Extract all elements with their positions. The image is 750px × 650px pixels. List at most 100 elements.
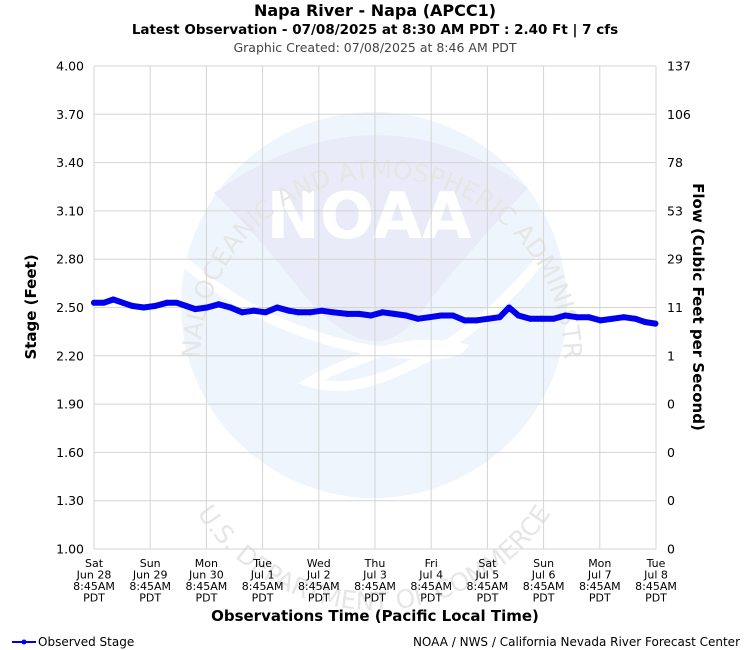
grid [93, 65, 657, 550]
y-axis-right-label: Flow (Cubic Feet per Second) [689, 183, 707, 431]
y-tick-label: 4.00 [56, 59, 84, 74]
y-tick-label: 3.10 [56, 203, 84, 218]
data-point [182, 302, 189, 309]
data-point [597, 317, 604, 324]
y-tick-label-right: 0 [667, 397, 675, 412]
data-point [250, 307, 257, 314]
x-axis-label: Observations Time (Pacific Local Time) [211, 607, 539, 625]
data-point [632, 315, 639, 322]
data-point [414, 315, 421, 322]
data-point [173, 299, 180, 306]
data-point [164, 299, 171, 306]
x-tick-label: Sun Jul 6 8:45AM PDT [523, 557, 565, 605]
data-point [426, 314, 433, 321]
data-point [473, 317, 480, 324]
legend-marker [21, 639, 27, 645]
y-tick-label: 1.30 [56, 493, 84, 508]
y-tick-label-right: 0 [667, 445, 675, 460]
y-tick-label-right: 0 [667, 493, 675, 508]
data-point [119, 299, 126, 306]
y-tick-label-right: 29 [667, 252, 683, 267]
data-point [129, 302, 136, 309]
data-point [307, 309, 313, 316]
data-point [620, 314, 627, 321]
data-point [391, 310, 398, 317]
data-point [449, 312, 456, 319]
data-point [204, 304, 210, 311]
x-tick-label: Tue Jul 1 8:45AM PDT [242, 557, 284, 605]
data-point [227, 304, 234, 311]
data-point [527, 315, 534, 322]
data-point [403, 312, 409, 319]
data-point [110, 296, 117, 303]
graphic-created: Graphic Created: 07/08/2025 at 8:46 AM P… [233, 40, 516, 55]
data-point [356, 310, 363, 317]
data-point [574, 314, 580, 321]
data-point [344, 310, 351, 317]
data-point [262, 309, 269, 316]
watermark-wave [176, 254, 544, 392]
x-tick-label: Sun Jun 29 8:45AM PDT [129, 557, 171, 605]
y-tick-label-right: 137 [667, 59, 691, 74]
y-tick-label: 3.70 [56, 107, 84, 122]
legend: Observed Stage [12, 635, 134, 649]
x-tick-label: Sat Jun 28 8:45AM PDT [73, 557, 115, 605]
watermark-logo-text: NOAA [266, 180, 472, 254]
x-tick-label: Tue Jul 8 8:45AM PDT [635, 557, 677, 605]
y-tick-label-right: 0 [667, 542, 675, 557]
y-tick-label-right: 11 [667, 300, 683, 315]
data-point [515, 312, 522, 319]
data-point [538, 315, 545, 322]
data-point [295, 309, 302, 316]
noaa-watermark: NOAA NATIONAL OCEANIC AND ATMOSPHERIC AD… [0, 0, 587, 616]
x-tick-label: Mon Jun 30 8:45AM PDT [186, 557, 228, 605]
data-point [641, 319, 648, 325]
y-tick-label: 1.90 [56, 397, 84, 412]
data-point [318, 307, 325, 314]
data-point [379, 309, 386, 316]
x-tick-label: Sat Jul 5 8:45AM PDT [467, 557, 509, 605]
y-tick-label: 3.40 [56, 155, 84, 170]
y-tick-label-right: 1 [667, 348, 675, 363]
legend-label: Observed Stage [38, 635, 134, 649]
data-point [609, 315, 616, 322]
data-point [461, 317, 468, 324]
data-point [496, 314, 503, 321]
y-tick-label: 2.20 [56, 348, 84, 363]
data-point [506, 304, 513, 311]
data-point [285, 307, 292, 314]
data-point [274, 304, 281, 311]
y-axis-label: Stage (Feet) [22, 254, 40, 359]
data-point [91, 299, 97, 306]
x-tick-label: Wed Jul 2 8:45AM PDT [298, 557, 340, 605]
chart-subtitle: Latest Observation - 07/08/2025 at 8:30 … [132, 22, 618, 38]
data-point [101, 299, 107, 306]
data-point [239, 309, 246, 316]
data-point [140, 304, 147, 311]
data-point [438, 312, 445, 319]
x-tick-label: Mon Jul 7 8:45AM PDT [579, 557, 621, 605]
data-point [485, 315, 491, 322]
data-point [192, 306, 199, 313]
axes: 1.00 0 1.30 0 1.60 0 1.90 0 2.20 1 2.50 11 2.80 29 3.1… [56, 59, 691, 605]
data-point [215, 301, 222, 308]
x-tick-label: Fri Jul 4 8:45AM PDT [410, 557, 452, 605]
data-point [550, 315, 557, 322]
watermark-top-shape [214, 135, 528, 342]
y-tick-label-right: 78 [667, 155, 683, 170]
data-point [652, 320, 659, 327]
y-tick-label: 2.50 [56, 300, 84, 315]
data-point [562, 312, 569, 319]
y-tick-label: 2.80 [56, 252, 84, 267]
y-tick-label-right: 53 [667, 203, 683, 218]
chart-title: Napa River - Napa (APCC1) [254, 1, 496, 20]
y-tick-label: 1.60 [56, 445, 84, 460]
x-tick-label: Thu Jul 3 8:45AM PDT [354, 557, 396, 605]
credit-text: NOAA / NWS / California Nevada River For… [413, 635, 740, 649]
data-point [330, 309, 337, 316]
y-tick-label: 1.00 [56, 542, 84, 557]
data-point [585, 314, 592, 321]
data-point [367, 312, 374, 319]
y-tick-label-right: 106 [667, 107, 691, 122]
